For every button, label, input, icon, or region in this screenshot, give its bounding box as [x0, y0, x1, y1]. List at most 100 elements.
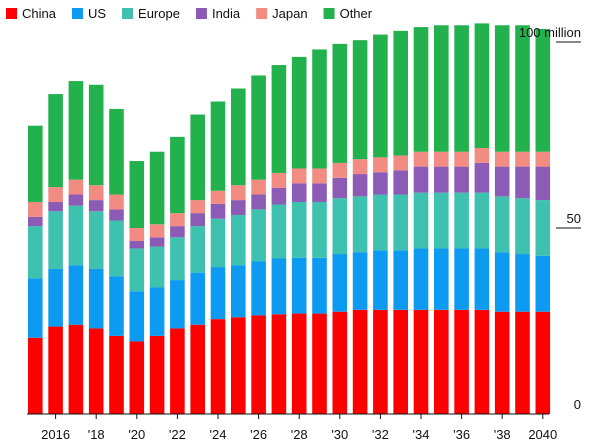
bar-europe-2033 [393, 194, 408, 251]
bar-china-2033 [393, 309, 408, 414]
bar-stack-2024 [210, 101, 226, 414]
bar-europe-2038 [494, 196, 510, 253]
bar-us-2038 [494, 252, 510, 312]
bar-us-2032 [373, 250, 388, 310]
bar-europe-2025 [231, 214, 246, 266]
bar-europe-2026 [251, 209, 266, 262]
legend-label: India [212, 6, 241, 21]
bar-india-2026 [251, 194, 266, 210]
y-axis-ticks: 0 50 100 million [519, 25, 581, 412]
bar-other-2035 [434, 25, 449, 152]
bar-japan-2034 [413, 151, 429, 167]
bar-india-2032 [373, 172, 388, 195]
x-tick-label: '22 [169, 427, 186, 442]
legend-swatch [71, 8, 83, 19]
bar-stack-2026 [251, 75, 266, 414]
bar-us-2019 [109, 276, 124, 336]
bar-japan-2021 [149, 224, 165, 238]
bar-india-2034 [413, 166, 429, 193]
bar-japan-2032 [373, 157, 388, 173]
bar-china-2017 [68, 324, 84, 414]
bar-other-2029 [312, 49, 327, 169]
bar-stack-2037 [474, 23, 490, 414]
y-tick-label: 50 [567, 211, 581, 226]
x-tick-label: '28 [291, 427, 308, 442]
bar-europe-2031 [352, 196, 368, 253]
bar-other-2037 [474, 23, 490, 149]
bar-japan-2033 [393, 155, 408, 171]
bar-us-2034 [413, 248, 429, 310]
bar-india-2016 [48, 201, 63, 212]
bar-japan-2039 [515, 151, 530, 167]
bar-japan-2040 [535, 151, 551, 167]
bar-stack-2016 [48, 94, 63, 414]
bar-us-2020 [129, 291, 145, 342]
legend-item-europe: Europe [122, 6, 180, 21]
bar-stack-2033 [393, 30, 408, 414]
bar-stack-2036 [454, 25, 469, 414]
bar-china-2024 [210, 319, 226, 414]
x-tick-label: '24 [210, 427, 227, 442]
bar-other-2018 [88, 84, 104, 186]
bar-india-2018 [88, 200, 104, 212]
bar-us-2022 [170, 280, 185, 329]
bar-stack-2020 [129, 161, 145, 414]
x-tick-label: '18 [88, 427, 105, 442]
bar-other-2019 [109, 108, 124, 195]
bar-europe-2019 [109, 220, 124, 277]
bar-stack-2018 [88, 84, 104, 414]
bar-china-2023 [190, 324, 205, 414]
bar-japan-2017 [68, 179, 84, 195]
bar-china-2030 [332, 311, 348, 414]
legend-label: Japan [272, 6, 307, 21]
bar-japan-2035 [434, 151, 449, 167]
bar-europe-2018 [88, 211, 104, 269]
bar-japan-2016 [48, 187, 63, 202]
bar-japan-2031 [352, 159, 368, 175]
bar-india-2020 [129, 241, 145, 249]
bar-china-2032 [373, 309, 388, 414]
bar-other-2032 [373, 34, 388, 158]
bar-other-2017 [68, 81, 84, 180]
y-tick-label: 0 [574, 397, 581, 412]
bar-europe-2034 [413, 192, 429, 249]
bar-japan-2024 [210, 190, 226, 204]
bar-us-2031 [352, 252, 368, 310]
bar-other-2034 [413, 27, 429, 152]
bar-japan-2026 [251, 179, 266, 195]
bar-china-2028 [291, 313, 307, 414]
bar-europe-2036 [454, 192, 469, 249]
bar-us-2027 [271, 258, 287, 315]
bar-china-2040 [535, 311, 551, 414]
bar-india-2029 [312, 183, 327, 202]
x-tick-label: '38 [494, 427, 511, 442]
bar-europe-2020 [129, 248, 145, 292]
bar-other-2031 [352, 40, 368, 160]
bar-india-2028 [291, 183, 307, 202]
bar-us-2033 [393, 250, 408, 310]
bar-japan-2018 [88, 185, 104, 201]
bar-other-2026 [251, 75, 266, 180]
x-axis: 2016 '18 '20 '22 '24 '26 '28 '30 '32 '34 '36 '38 204… [27, 413, 557, 442]
legend-item-china: China [6, 6, 57, 21]
bar-japan-2020 [129, 228, 145, 242]
bar-japan-2027 [271, 172, 287, 188]
bar-other-2016 [48, 94, 63, 188]
bar-us-2024 [210, 267, 226, 320]
bar-china-2021 [149, 335, 165, 414]
bar-other-2040 [535, 28, 551, 152]
bar-europe-2037 [474, 192, 490, 249]
bar-india-2030 [332, 177, 348, 199]
bar-other-2036 [454, 25, 469, 152]
bar-other-2015 [28, 125, 43, 202]
x-tick-label: '36 [453, 427, 470, 442]
bar-stack-2034 [413, 27, 429, 414]
bar-stack-2032 [373, 34, 388, 414]
bar-japan-2029 [312, 168, 327, 184]
bar-china-2019 [109, 335, 124, 414]
legend-item-india: India [195, 6, 241, 21]
bar-stack-2027 [271, 65, 287, 414]
legend-item-other: Other [323, 6, 373, 21]
bar-japan-2015 [28, 201, 43, 217]
bar-europe-2027 [271, 204, 287, 259]
